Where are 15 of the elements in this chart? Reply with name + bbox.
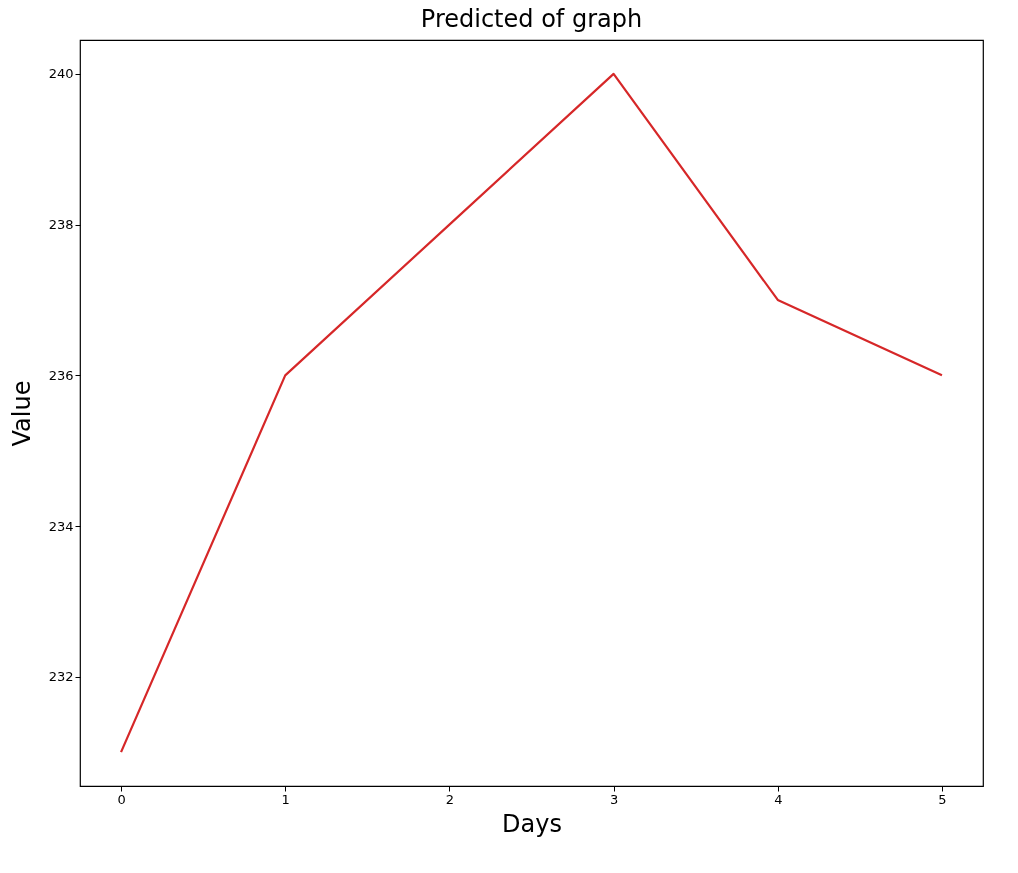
y-tick-label: 240 <box>48 66 74 82</box>
y-tick-label: 232 <box>48 669 74 685</box>
x-tick-label: 4 <box>774 791 783 807</box>
x-tick-label: 2 <box>445 791 455 807</box>
chart-title: Predicted of graph <box>420 5 643 33</box>
y-tick-label: 234 <box>48 518 74 534</box>
x-axis-title: Days <box>502 809 562 838</box>
x-tick-label: 1 <box>281 791 290 807</box>
y-tick-label: 238 <box>48 217 74 233</box>
y-tick-label: 236 <box>48 367 74 383</box>
y-axis-title: Value <box>7 380 36 447</box>
x-tick-label: 3 <box>609 791 619 807</box>
line-series <box>119 72 944 754</box>
x-tick-label: 5 <box>938 791 947 807</box>
x-tick-label: 0 <box>117 791 126 807</box>
